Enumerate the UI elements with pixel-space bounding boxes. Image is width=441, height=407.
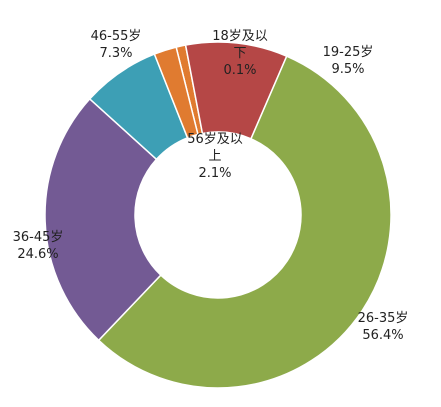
slice-value-label: 2.1% bbox=[198, 166, 231, 181]
slice-value-label: 24.6% bbox=[17, 247, 58, 262]
slice-value-label: 9.5% bbox=[331, 62, 364, 77]
slice-category-label: 26-35岁 bbox=[358, 311, 409, 326]
donut-slice bbox=[44, 97, 162, 342]
slice-category-label: 36-45岁 bbox=[13, 230, 64, 245]
slice-category-label: 18岁及以 bbox=[212, 29, 268, 44]
slice-value-label: 56.4% bbox=[362, 328, 403, 343]
slice-category-label: 上 bbox=[208, 149, 221, 164]
donut-slice bbox=[97, 55, 392, 389]
slice-value-label: 7.3% bbox=[99, 46, 132, 61]
slice-category-label: 46-55岁 bbox=[91, 29, 142, 44]
donut-slices bbox=[44, 41, 392, 389]
slice-category-label: 19-25岁 bbox=[323, 45, 374, 60]
donut-slice bbox=[153, 46, 199, 139]
slice-value-label: 0.1% bbox=[223, 63, 256, 78]
slice-category-label: 下 bbox=[233, 46, 246, 61]
slice-category-label: 56岁及以 bbox=[187, 132, 243, 147]
